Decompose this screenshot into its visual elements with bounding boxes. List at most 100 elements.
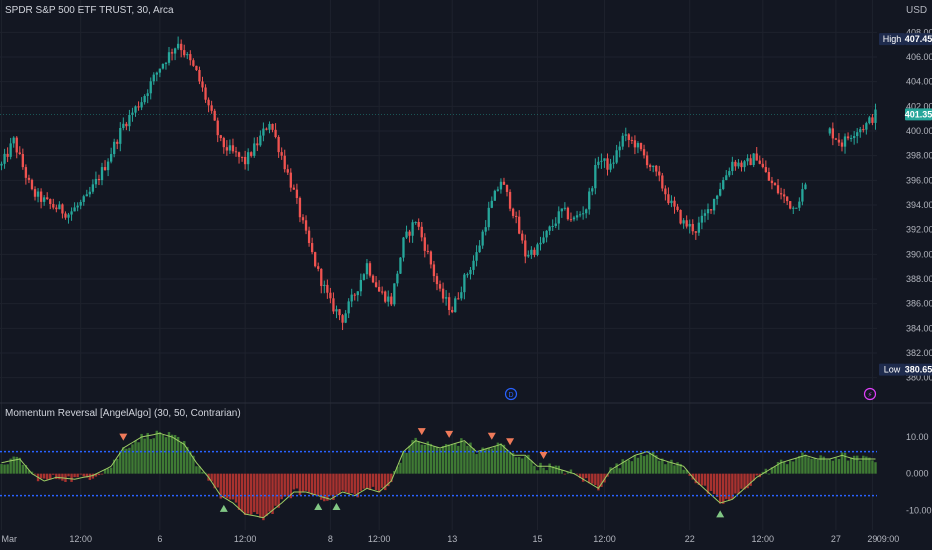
candle[interactable] xyxy=(475,252,478,261)
candle[interactable] xyxy=(448,297,451,310)
candle[interactable] xyxy=(67,214,70,218)
candle[interactable] xyxy=(61,204,64,214)
candle[interactable] xyxy=(853,136,856,139)
candle[interactable] xyxy=(256,143,259,146)
candle[interactable] xyxy=(140,102,143,108)
candle[interactable] xyxy=(155,72,158,75)
candle[interactable] xyxy=(143,95,146,103)
candle[interactable] xyxy=(831,128,835,139)
candle[interactable] xyxy=(73,207,76,212)
candle[interactable] xyxy=(280,152,283,156)
candle[interactable] xyxy=(58,204,61,210)
candle[interactable] xyxy=(469,269,472,275)
candle[interactable] xyxy=(88,191,91,195)
candle[interactable] xyxy=(253,143,256,156)
candle[interactable] xyxy=(70,211,73,215)
candle[interactable] xyxy=(533,249,536,255)
candle[interactable] xyxy=(782,194,786,197)
candle[interactable] xyxy=(210,105,213,111)
candle[interactable] xyxy=(341,315,344,323)
candle[interactable] xyxy=(247,152,250,165)
candle[interactable] xyxy=(426,250,429,252)
candle[interactable] xyxy=(856,132,859,137)
candle[interactable] xyxy=(454,298,457,313)
candle[interactable] xyxy=(94,178,98,185)
candle[interactable] xyxy=(588,191,591,210)
candle[interactable] xyxy=(667,194,670,204)
candle[interactable] xyxy=(502,181,506,185)
candle[interactable] xyxy=(173,48,177,54)
candle[interactable] xyxy=(795,207,798,209)
candle[interactable] xyxy=(91,184,95,192)
candle[interactable] xyxy=(633,140,637,148)
candle[interactable] xyxy=(329,292,332,299)
candle[interactable] xyxy=(158,68,162,73)
candle[interactable] xyxy=(612,162,615,164)
candle[interactable] xyxy=(719,188,722,196)
candle[interactable] xyxy=(798,201,801,208)
candle[interactable] xyxy=(347,301,350,314)
candle[interactable] xyxy=(670,200,673,204)
candle[interactable] xyxy=(262,128,265,136)
candle[interactable] xyxy=(834,138,838,140)
candle[interactable] xyxy=(146,93,149,96)
candle[interactable] xyxy=(761,163,764,168)
candle[interactable] xyxy=(600,160,603,162)
candle[interactable] xyxy=(624,134,627,136)
candle[interactable] xyxy=(292,187,296,190)
candle[interactable] xyxy=(615,150,618,163)
candle[interactable] xyxy=(688,223,691,227)
candle[interactable] xyxy=(789,201,792,209)
candle[interactable] xyxy=(52,204,55,208)
candle[interactable] xyxy=(180,43,183,51)
candle[interactable] xyxy=(849,138,853,140)
candle[interactable] xyxy=(712,198,716,211)
candle[interactable] xyxy=(6,153,9,157)
candle[interactable] xyxy=(384,291,387,302)
candle[interactable] xyxy=(764,167,768,173)
candle[interactable] xyxy=(594,165,597,189)
dividend-marker[interactable]: D xyxy=(504,387,518,401)
candle[interactable] xyxy=(402,237,405,258)
candle[interactable] xyxy=(189,54,192,61)
candle[interactable] xyxy=(563,207,567,209)
candle[interactable] xyxy=(377,286,381,292)
candle[interactable] xyxy=(715,195,719,199)
candle[interactable] xyxy=(648,165,652,168)
candle[interactable] xyxy=(113,141,116,155)
candle[interactable] xyxy=(731,161,734,172)
candle[interactable] xyxy=(186,54,189,56)
candle[interactable] xyxy=(201,81,204,88)
candle[interactable] xyxy=(746,158,749,162)
candle[interactable] xyxy=(432,264,436,277)
candle[interactable] xyxy=(874,109,877,123)
candle[interactable] xyxy=(134,106,137,113)
candle[interactable] xyxy=(846,136,850,139)
candle[interactable] xyxy=(700,215,704,223)
candle[interactable] xyxy=(472,260,475,270)
candle[interactable] xyxy=(697,222,701,233)
candle[interactable] xyxy=(295,189,299,199)
candle[interactable] xyxy=(572,217,576,220)
candle[interactable] xyxy=(490,200,493,208)
candle[interactable] xyxy=(740,162,743,168)
candle[interactable] xyxy=(49,199,52,205)
candle[interactable] xyxy=(265,128,268,130)
candle[interactable] xyxy=(277,137,280,153)
candle[interactable] xyxy=(609,163,612,170)
candle[interactable] xyxy=(79,201,82,206)
candle[interactable] xyxy=(706,209,710,214)
candle[interactable] xyxy=(545,230,548,238)
candle[interactable] xyxy=(828,128,831,134)
candle[interactable] xyxy=(298,198,302,218)
candle[interactable] xyxy=(859,129,862,133)
candle[interactable] xyxy=(639,143,643,150)
candle[interactable] xyxy=(237,152,241,157)
candle[interactable] xyxy=(676,206,679,210)
candle[interactable] xyxy=(792,207,795,209)
candle[interactable] xyxy=(527,254,530,257)
price-pane[interactable] xyxy=(0,36,877,331)
candle[interactable] xyxy=(240,156,244,158)
candle[interactable] xyxy=(548,226,551,231)
candle[interactable] xyxy=(484,227,487,232)
